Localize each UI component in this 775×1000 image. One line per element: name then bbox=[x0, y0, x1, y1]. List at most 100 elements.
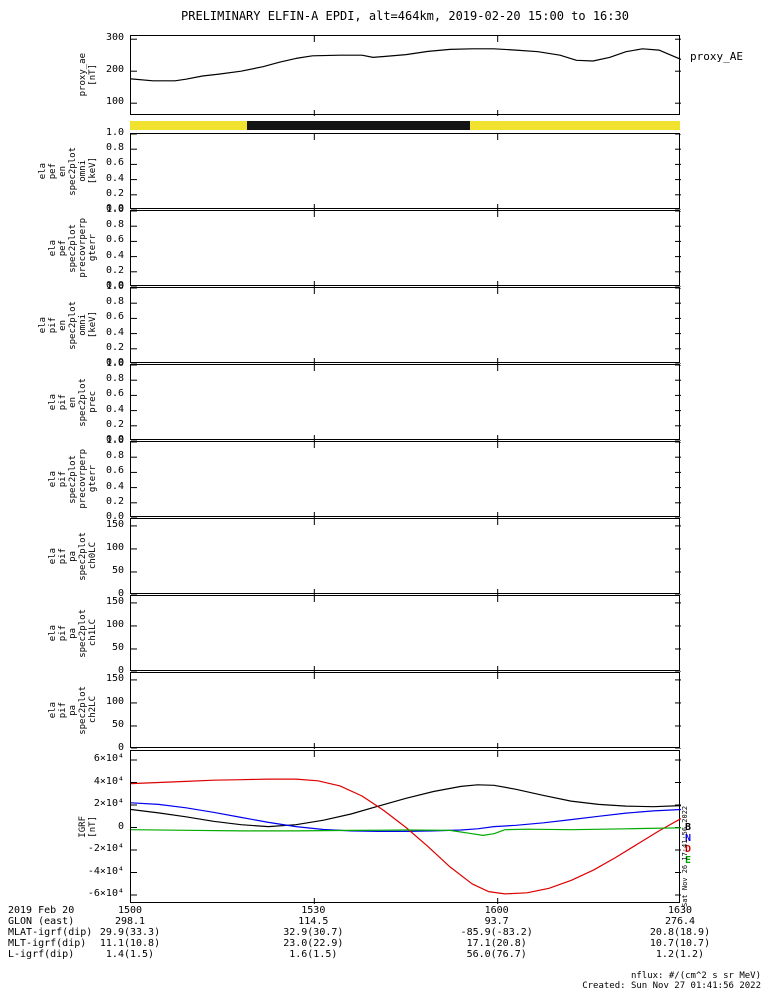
legend-label-D: D bbox=[685, 844, 692, 855]
time-tick-row: 2019 Feb 20 1500 1530 1600 1630 bbox=[0, 905, 775, 916]
status-bar-segment bbox=[247, 121, 470, 130]
ephemeris-value: 29.9(33.3) bbox=[99, 927, 161, 938]
y-tick-label: 0 bbox=[117, 588, 124, 599]
status-bar-segment bbox=[469, 121, 680, 130]
y-tick-label: 0.0 bbox=[105, 357, 124, 368]
ephemeris-value: 17.1(20.8) bbox=[466, 938, 527, 949]
ephemeris-value: 93.7 bbox=[484, 916, 509, 927]
y-tick-label: -4×10⁴ bbox=[87, 865, 124, 877]
panel-ela_pif_pa_spec2plot_ch2LC: ela pif pa spec2plot ch2LC 150 100 50 0 bbox=[0, 672, 775, 753]
y-tick-label: -2×10⁴ bbox=[87, 843, 124, 854]
y-tick-label: 4×10⁴ bbox=[93, 775, 124, 787]
y-tick-label: 1.0 bbox=[105, 358, 124, 369]
y-tick-label: 200 bbox=[105, 64, 124, 76]
ephemeris-value: 276.4 bbox=[664, 916, 696, 927]
y-tick-label: 0.8 bbox=[105, 296, 124, 308]
plot-area-ela_pif_en_spec2plot_prec bbox=[130, 364, 681, 441]
y-tick-label: -6×10⁴ bbox=[87, 888, 124, 899]
plot-area-proxy_ae bbox=[130, 35, 681, 116]
series-proxy_AE bbox=[131, 48, 681, 82]
ephemeris-value: 32.9(30.7) bbox=[283, 927, 344, 938]
y-tick-label: 100 bbox=[105, 618, 124, 630]
ephemeris-row-label: MLT-igrf(dip) bbox=[8, 938, 87, 949]
y-tick-label: 0 bbox=[117, 742, 124, 753]
y-tick-label: 0.6 bbox=[105, 234, 124, 246]
time-tick-label: 1530 bbox=[301, 905, 326, 916]
panel-ela_pif_pa_spec2plot_ch0LC: ela pif pa spec2plot ch0LC 150 100 50 0 bbox=[0, 518, 775, 599]
y-tick-label: 0.0 bbox=[105, 434, 124, 445]
y-tick-label: 150 bbox=[105, 595, 124, 607]
ephemeris-row: GLON (east) 298.1 114.5 93.7 276.4 bbox=[0, 916, 775, 927]
series-B bbox=[131, 784, 681, 828]
legend-label-E: E bbox=[685, 855, 692, 866]
y-tick-label: 0 bbox=[117, 665, 124, 676]
panel-ela_pif_pa_spec2plot_ch1LC: ela pif pa spec2plot ch1LC 150 100 50 0 bbox=[0, 595, 775, 676]
ephemeris-value: 1.2(1.2) bbox=[655, 949, 705, 960]
plot-area-ela_pef_en_spec2plot_omni bbox=[130, 133, 681, 210]
time-tick-label: 1500 bbox=[117, 905, 143, 916]
plot-area-ela_pif_pa_spec2plot_ch1LC bbox=[130, 595, 681, 672]
y-tick-label: 100 bbox=[105, 695, 124, 707]
y-tick-label: 50 bbox=[111, 641, 124, 653]
panel-ela_pif_en_spec2plot_prec: ela pif en spec2plot prec 1.0 0.8 0.6 0.4 0.2 0.0 bbox=[0, 358, 775, 445]
series-E bbox=[131, 827, 681, 837]
created-timestamp: Created: Sun Nov 27 01:41:56 2022 bbox=[582, 981, 761, 991]
y-tick-label: 0.6 bbox=[105, 465, 124, 477]
fast-survey-status-bar bbox=[130, 121, 680, 130]
y-tick-label: 0.0 bbox=[105, 203, 124, 214]
y-tick-label: 100 bbox=[105, 96, 124, 108]
ephemeris-value: 10.7(10.7) bbox=[649, 938, 711, 949]
proxy-ae-right-label: proxy_AE bbox=[690, 50, 743, 63]
y-tick-label: 50 bbox=[111, 564, 124, 576]
legend-label-B: B bbox=[685, 822, 692, 833]
ephemeris-value: 298.1 bbox=[114, 916, 146, 927]
panel-igrf: IGRF [nT] 6×10⁴ 4×10⁴ 2×10⁴ 0 -2×10⁴ -4×10⁴ -6×1… bbox=[0, 750, 775, 904]
y-tick-label: 50 bbox=[111, 718, 124, 730]
time-axis-annotation-block: 2019 Feb 20 1500 1530 1600 1630 GLON (east) 29… bbox=[0, 905, 775, 960]
y-tick-label: 0.0 bbox=[105, 280, 124, 291]
y-tick-label: 100 bbox=[105, 541, 124, 553]
y-tick-label: 1.0 bbox=[105, 127, 124, 138]
ephemeris-value: -85.9(-83.2) bbox=[460, 927, 533, 938]
time-tick-label: 1600 bbox=[484, 905, 509, 916]
plot-area-ela_pif_spec2plot_precovrperp_gterr bbox=[130, 441, 681, 518]
y-tick-label: 0.0 bbox=[105, 511, 124, 522]
y-tick-label: 1.0 bbox=[105, 435, 124, 446]
status-bar-segment bbox=[130, 121, 248, 130]
nflux-units-note: nflux: #/(cm^2 s sr MeV) bbox=[630, 971, 761, 981]
ephemeris-row-label: L-igrf(dip) bbox=[8, 949, 75, 960]
ephemeris-row: MLAT-igrf(dip) 29.9(33.3) 32.9(30.7) -85.9(… bbox=[0, 927, 775, 938]
plot-area-igrf bbox=[130, 750, 681, 904]
ephemeris-row-label: GLON (east) bbox=[8, 916, 75, 927]
ephemeris-row: L-igrf(dip) 1.4(1.5) 1.6(1.5) 56.0(76.7) 1.2… bbox=[0, 949, 775, 960]
plot-area-ela_pif_en_spec2plot_omni bbox=[130, 287, 681, 364]
y-tick-label: 0.6 bbox=[105, 311, 124, 323]
ephemeris-value: 1.6(1.5) bbox=[289, 949, 338, 960]
legend-label-N: N bbox=[685, 833, 692, 844]
y-tick-label: 1.0 bbox=[105, 281, 124, 292]
y-tick-label: 300 bbox=[105, 32, 124, 44]
y-tick-label: 0.4 bbox=[105, 326, 124, 338]
y-tick-label: 0.4 bbox=[105, 480, 124, 492]
ephemeris-value: 20.8(18.9) bbox=[649, 927, 711, 938]
plot-area-ela_pif_pa_spec2plot_ch0LC bbox=[130, 518, 681, 595]
y-tick-label: 0 bbox=[117, 820, 124, 832]
series-D bbox=[131, 778, 681, 895]
chart-title: PRELIMINARY ELFIN-A EPDI, alt=464km, 201… bbox=[181, 9, 629, 23]
ephemeris-row: MLT-igrf(dip) 11.1(10.8) 23.0(22.9) 17.1(20… bbox=[0, 938, 775, 949]
panel-ela_pef_spec2plot_precovrperp_gterr: ela pef spec2plot precovrperp gterr 1.0 0.8 0.6… bbox=[0, 204, 775, 291]
panel-ela_pef_en_spec2plot_omni: ela pef en spec2plot omni [keV] 1.0 0.8 0.6 0.4 0.… bbox=[0, 127, 775, 214]
y-tick-label: 0.6 bbox=[105, 157, 124, 169]
y-tick-label: 0.2 bbox=[105, 418, 124, 430]
y-tick-label: 150 bbox=[105, 672, 124, 684]
time-tick-label: 1630 bbox=[667, 905, 693, 916]
panel-proxy_ae: proxy_ae [nT] 300 200 100 bbox=[0, 32, 775, 116]
ephemeris-row-label: MLAT-igrf(dip) bbox=[8, 927, 93, 938]
y-tick-label: 0.2 bbox=[105, 264, 124, 276]
y-tick-label: 0.4 bbox=[105, 172, 124, 184]
ephemeris-value: 56.0(76.7) bbox=[466, 949, 527, 960]
plot-area-ela_pef_spec2plot_precovrperp_gterr bbox=[130, 210, 681, 287]
y-tick-label: 0.8 bbox=[105, 450, 124, 462]
series-N bbox=[131, 802, 681, 833]
